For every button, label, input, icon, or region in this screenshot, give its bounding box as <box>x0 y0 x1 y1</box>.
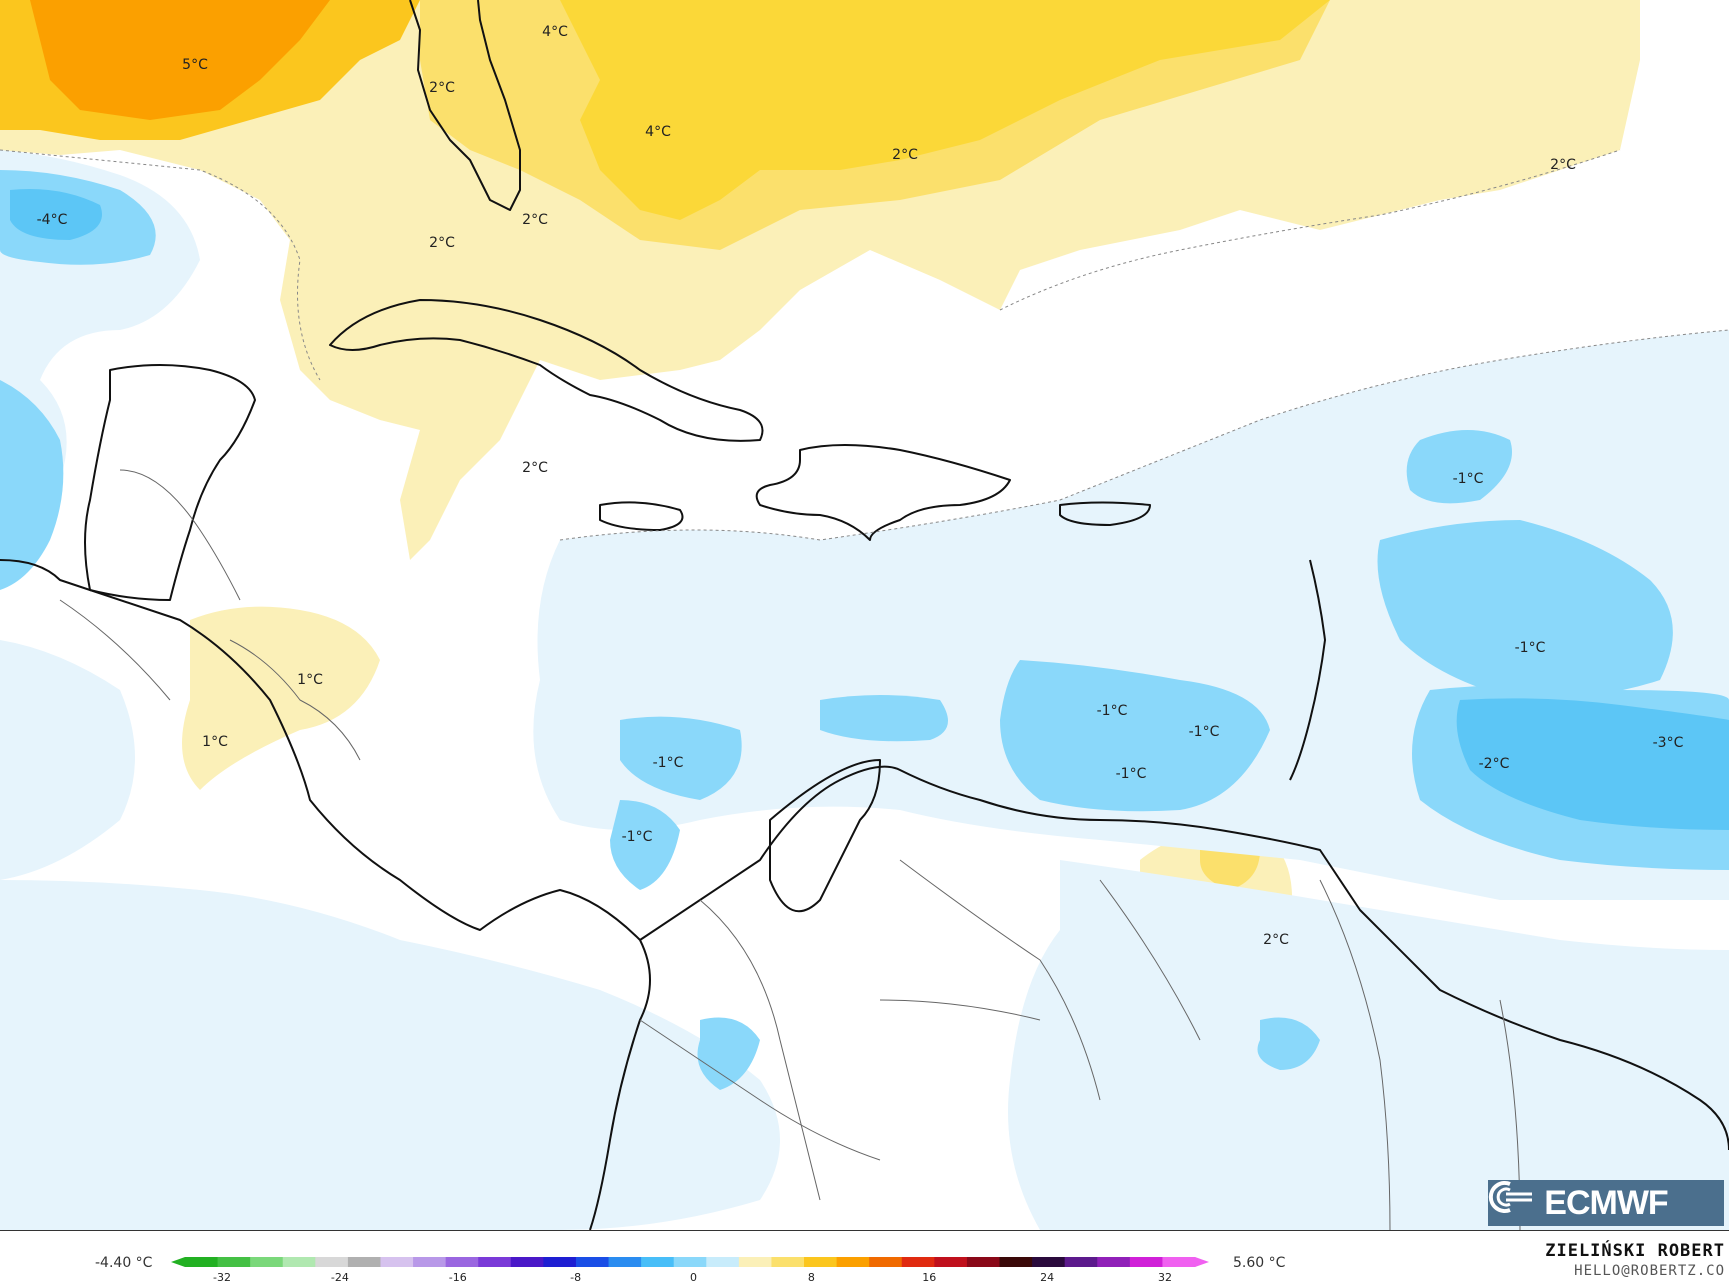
contour-label: -4°C <box>36 212 68 228</box>
colorbar-swatch <box>869 1257 903 1267</box>
contour-label: 2°C <box>429 235 455 251</box>
colorbar-swatch <box>836 1257 870 1267</box>
colorbar-swatch <box>445 1257 479 1267</box>
contour-label: 2°C <box>522 212 548 228</box>
colorbar-swatch <box>641 1257 675 1267</box>
colorbar-swatch <box>347 1257 381 1267</box>
colorbar-swatch <box>217 1257 251 1267</box>
colorbar-tick: 8 <box>807 1271 815 1284</box>
colorbar-swatch <box>1162 1257 1196 1267</box>
colorbar-swatch <box>1129 1257 1163 1267</box>
colorbar-swatch <box>250 1257 284 1267</box>
contour-label: 2°C <box>429 80 455 96</box>
colorbar-arrow-right <box>1195 1257 1209 1267</box>
contour-label: 2°C <box>892 147 918 163</box>
borders <box>59 469 1521 1230</box>
contour-label: 2°C <box>522 460 548 476</box>
ecmwf-logo-icon <box>1488 1181 1532 1213</box>
contour-label: -1°C <box>1514 640 1546 656</box>
colorbar-tick: 32 <box>1158 1271 1172 1284</box>
colorbar-swatch <box>315 1257 349 1267</box>
contour-label: 4°C <box>542 24 568 40</box>
contour-label: -2°C <box>1478 756 1510 772</box>
colorbar-max-label: 5.60 °C <box>1233 1255 1286 1271</box>
colorbar-swatch <box>999 1257 1033 1267</box>
colorbar-swatch <box>966 1257 1001 1267</box>
colorbar-swatch <box>543 1257 577 1267</box>
legend-footer: -4.40 °C -32 -24 -16 -8 0 8 16 24 32 5.60 °C ZIE… <box>0 1230 1729 1288</box>
anomaly-map[interactable]: 5°C 4°C 4°C 2°C 2°C 2°C 2°C 2°C -4°C 2°C -1°C -1°C 1… <box>0 0 1729 1230</box>
colorbar-swatch <box>771 1257 805 1267</box>
colorbar-tick: -8 <box>570 1271 582 1284</box>
colorbar-swatch <box>1097 1257 1131 1267</box>
contour-label: 2°C <box>1550 157 1576 173</box>
contour-label: -1°C <box>1115 766 1147 782</box>
colorbar <box>171 1257 1209 1267</box>
cool-anomaly-fill <box>0 150 1729 1230</box>
author-name: ZIELIŃSKI ROBERT <box>1545 1241 1725 1261</box>
ecmwf-logo-text: ECMWF <box>1544 1183 1668 1222</box>
colorbar-swatch <box>413 1257 447 1267</box>
contour-label: -1°C <box>621 829 653 845</box>
author-email: HELLO@ROBERTZ.CO <box>1574 1263 1725 1279</box>
colorbar-swatch <box>510 1257 544 1267</box>
colorbar-swatch <box>478 1257 512 1267</box>
colorbar-swatch <box>1064 1257 1098 1267</box>
colorbar-swatch <box>934 1257 968 1267</box>
contour-label: -1°C <box>1096 703 1128 719</box>
contour-label: 2°C <box>1263 932 1289 948</box>
colorbar-swatch <box>282 1257 316 1267</box>
author-credit: ZIELIŃSKI ROBERT HELLO@ROBERTZ.CO <box>1545 1241 1725 1279</box>
colorbar-swatch <box>901 1257 935 1267</box>
map-graphic <box>0 0 1729 1230</box>
contour-label: 1°C <box>202 734 228 750</box>
contour-label: -1°C <box>652 755 684 771</box>
colorbar-swatch <box>673 1257 707 1267</box>
colorbar-tick: -24 <box>330 1271 349 1284</box>
contour-label: -1°C <box>1188 724 1220 740</box>
colorbar-swatch <box>608 1257 642 1267</box>
colorbar-swatch <box>185 1257 219 1267</box>
colorbar-swatch <box>706 1257 740 1267</box>
colorbar-tick: -16 <box>448 1271 467 1284</box>
contour-label: 1°C <box>297 672 323 688</box>
colorbar-tick: 16 <box>922 1271 937 1284</box>
coastlines <box>0 0 1729 1230</box>
contour-label: 4°C <box>645 124 671 140</box>
colorbar-tick: 24 <box>1040 1271 1055 1284</box>
contour-label: -3°C <box>1652 735 1684 751</box>
colorbar-min-label: -4.40 °C <box>95 1255 153 1271</box>
colorbar-swatch <box>575 1257 610 1267</box>
contour-label: 5°C <box>182 57 208 73</box>
colorbar-tick: -32 <box>213 1271 231 1284</box>
colorbar-swatch <box>804 1257 838 1267</box>
contour-label: -1°C <box>1452 471 1484 487</box>
ecmwf-logo: ECMWF <box>1488 1180 1724 1226</box>
colorbar-swatch <box>1032 1257 1066 1267</box>
colorbar-tick: 0 <box>690 1271 697 1284</box>
colorbar-swatch <box>380 1257 414 1267</box>
contour-lines <box>0 149 1729 541</box>
colorbar-arrow-left <box>171 1257 185 1267</box>
colorbar-swatch <box>738 1257 772 1267</box>
